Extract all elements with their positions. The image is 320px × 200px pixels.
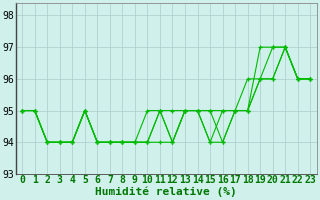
X-axis label: Humidité relative (%): Humidité relative (%) xyxy=(95,187,237,197)
